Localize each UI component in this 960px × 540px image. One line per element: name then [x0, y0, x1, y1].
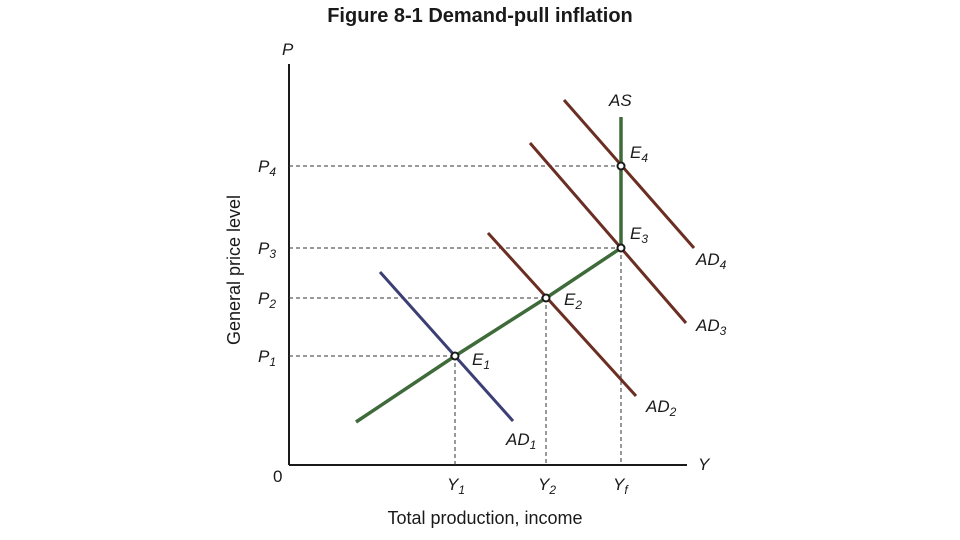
ad3-curve: [528, 142, 688, 324]
e3-label: E3: [630, 224, 648, 246]
p4-label: P4: [258, 157, 276, 179]
y1-label: Y1: [447, 475, 465, 497]
ad2-label: AD2: [645, 397, 677, 419]
x-axis-symbol: Y: [698, 455, 711, 474]
e4-label: E4: [630, 143, 648, 165]
p3-label: P3: [258, 239, 276, 261]
e2-point: [541, 293, 551, 303]
ad4-label: AD4: [695, 250, 727, 272]
e1-point: [450, 351, 460, 361]
figure-title: Figure 8-1 Demand-pull inflation: [327, 5, 633, 27]
e2-label: E2: [564, 290, 582, 312]
p1-label: P1: [258, 347, 276, 369]
ad3-label: AD3: [695, 316, 727, 338]
ad4-curve: [562, 99, 696, 249]
ad2-curve: [486, 231, 638, 398]
as-curve: [355, 117, 623, 424]
y-axis-title: General price level: [224, 195, 244, 345]
guide-lines: [289, 165, 622, 465]
as-label: AS: [608, 91, 632, 110]
e4-point: [616, 161, 626, 171]
origin-label: 0: [273, 467, 282, 486]
p2-label: P2: [258, 289, 276, 311]
ad1-curve: [378, 271, 515, 422]
y2-label: Y2: [538, 475, 556, 497]
x-axis-title: Total production, income: [387, 508, 582, 528]
e3-point: [616, 243, 626, 253]
ad1-label: AD1: [505, 430, 536, 452]
e1-label: E1: [472, 350, 490, 372]
yf-label: Yf: [613, 475, 629, 497]
equilibrium-markers: [450, 161, 626, 361]
y-axis-symbol: P: [282, 40, 294, 59]
